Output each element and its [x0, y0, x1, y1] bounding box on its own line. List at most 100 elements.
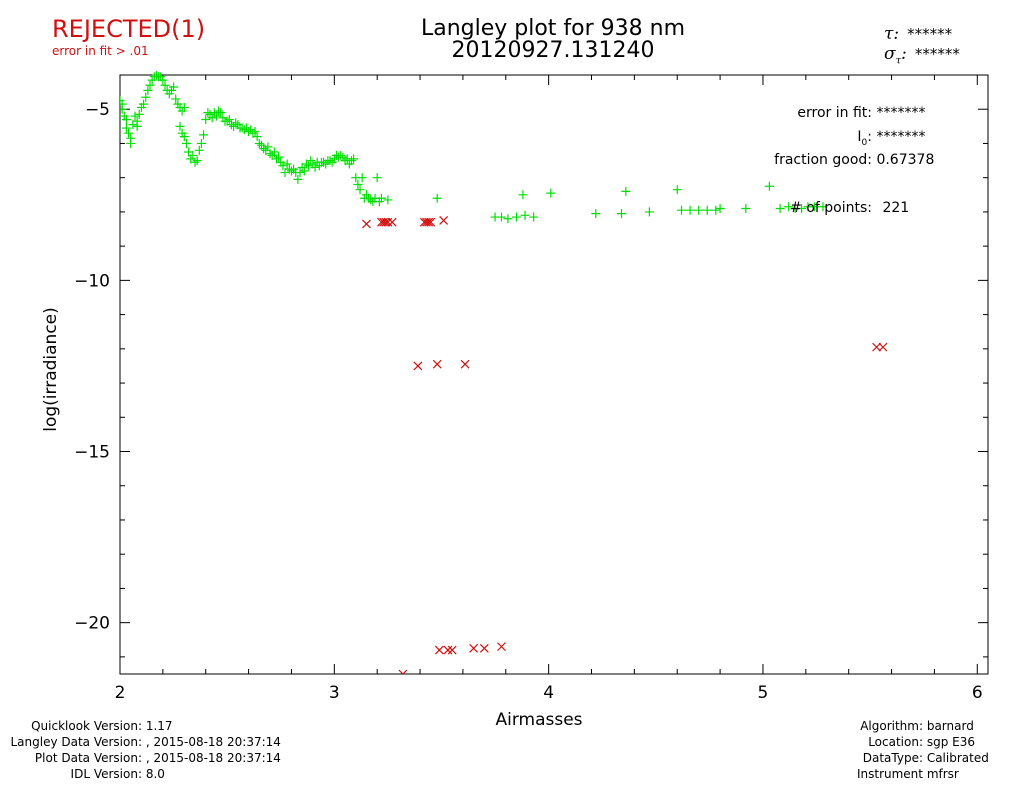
good-point — [265, 149, 275, 159]
good-point — [201, 114, 211, 124]
y-tick-label: −5 — [85, 100, 110, 120]
good-point — [349, 154, 359, 164]
rejected-point — [422, 217, 431, 227]
rejected-point — [447, 645, 457, 655]
good-point — [126, 133, 136, 143]
rejected-point — [426, 217, 436, 227]
good-point — [520, 210, 530, 220]
good-point — [141, 92, 151, 102]
y-tick-label: −15 — [74, 443, 110, 463]
good-point — [134, 109, 144, 119]
good-point — [254, 138, 264, 148]
status-rejected: REJECTED(1) — [52, 15, 206, 43]
good-point — [741, 203, 751, 213]
footer-instrument: Instrument mfrsr — [856, 767, 959, 781]
plot-frame — [119, 74, 989, 675]
good-point — [304, 161, 314, 171]
y-tick-label: −20 — [74, 614, 110, 634]
good-point — [158, 75, 168, 85]
footer-location: Location: sgp E36 — [868, 735, 975, 749]
x-tick-label: 4 — [543, 683, 554, 703]
good-point — [672, 185, 682, 195]
points-count-label: # of points: — [790, 200, 872, 216]
rejected-point — [439, 216, 449, 225]
i0-row: I0: ******* — [740, 129, 925, 148]
footer-algorithm: Algorithm: barnard — [860, 719, 974, 733]
good-point — [299, 166, 309, 176]
good-point — [694, 205, 704, 215]
good-point — [130, 111, 140, 121]
good-point — [818, 202, 828, 212]
points-count-row: # of points: 221 — [740, 200, 909, 216]
fit-error-label: error in fit: — [797, 105, 872, 121]
good-point — [372, 173, 382, 183]
good-point — [190, 157, 200, 167]
fit-error-row: error in fit: ******* — [740, 105, 925, 121]
good-point — [121, 123, 131, 133]
status-detail: error in fit > .01 — [52, 44, 149, 58]
good-point — [286, 166, 296, 176]
sigma-tau-value: ****** — [914, 45, 960, 63]
rejected-point — [413, 361, 423, 371]
good-point — [591, 209, 601, 219]
good-point — [124, 128, 134, 138]
good-point — [171, 94, 181, 104]
rejected-point — [377, 217, 386, 227]
tau-symbol: τ: — [884, 24, 900, 44]
good-point — [121, 114, 131, 124]
good-point — [715, 203, 725, 213]
fraction-good-value: 0.67378 — [876, 152, 935, 168]
rejected-point — [383, 217, 393, 227]
chart-marks — [120, 71, 888, 674]
good-point — [139, 99, 149, 109]
good-point — [366, 195, 376, 205]
fit-error-value: ******* — [876, 105, 926, 121]
good-point — [685, 205, 695, 215]
good-point — [181, 138, 191, 148]
good-point — [621, 186, 631, 196]
good-point — [702, 205, 712, 215]
rejected-point — [379, 217, 389, 227]
x-tick-label: 6 — [972, 683, 983, 703]
good-point — [269, 147, 279, 157]
good-point — [282, 159, 292, 169]
good-point — [160, 80, 170, 90]
good-point — [797, 203, 807, 213]
good-point — [677, 205, 687, 215]
good-point — [143, 85, 153, 95]
rejected-point — [878, 342, 888, 352]
rejected-point — [424, 217, 434, 227]
rejected-point — [497, 642, 506, 652]
chart-axes: 2 3 4 5 6 −5 −10 −15 −20 Airmasses log(irradiance) — [41, 74, 989, 730]
x-axis-label: Airmasses — [495, 710, 582, 730]
fraction-good-row: fraction good: 0.67378 — [740, 152, 934, 168]
tau-value: ****** — [907, 25, 953, 43]
good-point — [179, 132, 189, 142]
rejected-point — [460, 359, 470, 369]
good-point — [199, 130, 209, 140]
good-point — [496, 212, 506, 222]
points-count-value: 221 — [882, 200, 910, 216]
good-point — [383, 195, 393, 205]
good-point — [432, 193, 442, 203]
good-point — [503, 214, 513, 224]
footer-idl-version: IDL Version: 8.0 — [70, 767, 165, 781]
good-point — [175, 121, 185, 131]
rejected-point — [479, 643, 489, 653]
rejected-point — [387, 217, 397, 227]
good-point — [250, 126, 260, 136]
i0-label: I0: — [857, 129, 872, 148]
good-point — [518, 190, 528, 200]
x-tick-label: 2 — [115, 683, 126, 703]
good-point — [336, 150, 346, 160]
good-point — [784, 202, 794, 212]
good-point — [775, 203, 785, 213]
good-point — [764, 181, 774, 191]
x-tick-label: 5 — [758, 683, 769, 703]
rejected-point — [381, 217, 391, 227]
good-point — [357, 173, 367, 183]
good-point — [252, 132, 262, 142]
good-point — [293, 174, 303, 184]
good-point — [617, 209, 627, 219]
good-point — [274, 152, 284, 162]
